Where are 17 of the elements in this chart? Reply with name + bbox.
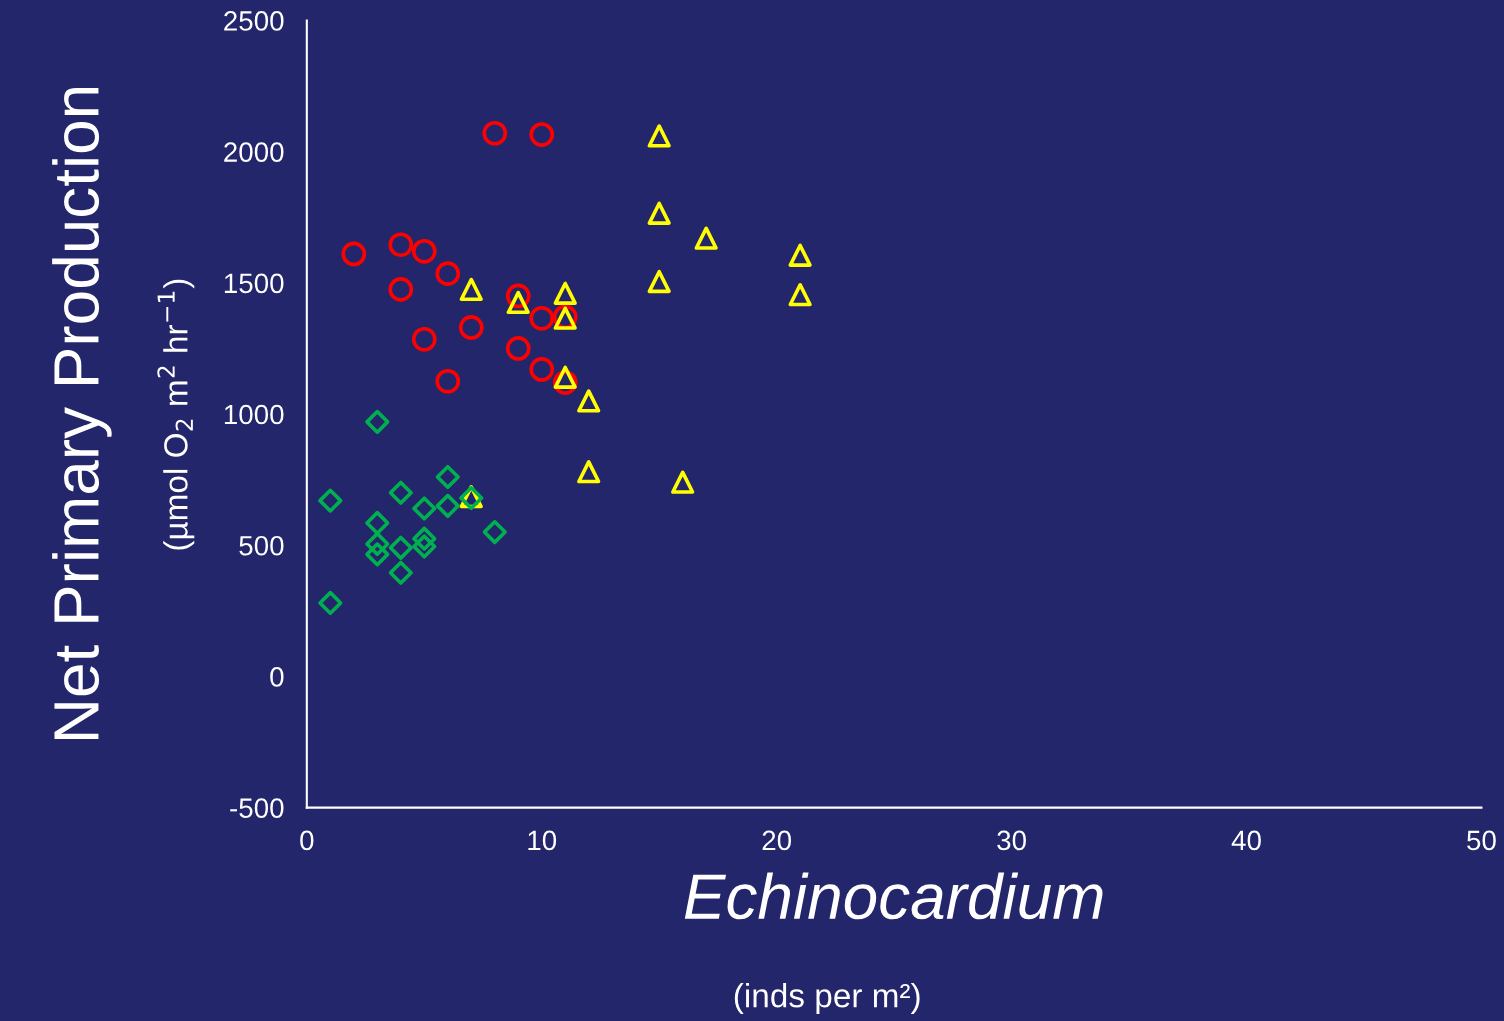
y-tick-label: 1000 (224, 404, 284, 425)
x-tick-label: 50 (1467, 830, 1496, 851)
y-tick-label: 0 (270, 667, 284, 687)
y-tick-label: 2000 (224, 142, 284, 162)
x-tick-label: 0 (300, 830, 314, 851)
y-tick-label: 500 (239, 535, 284, 556)
x-tick-label: 20 (762, 830, 792, 851)
x-axis-title: Echinocardium (684, 872, 1103, 920)
x-tick-label: 30 (997, 830, 1026, 851)
x-tick-label: 10 (528, 830, 557, 851)
x-tick-label: 40 (1231, 830, 1261, 851)
text: (µmol O$_{2}$ m$^{2}$ hr$^{−1}$) (157, 279, 195, 550)
y-axis-title: Net Primary Production (52, 87, 112, 739)
y-tick-label: 2500 (224, 11, 284, 31)
y-tick-label: -500 (230, 798, 284, 818)
y-tick-label: 1500 (224, 273, 284, 294)
text: (inds per m²) (734, 983, 920, 1015)
